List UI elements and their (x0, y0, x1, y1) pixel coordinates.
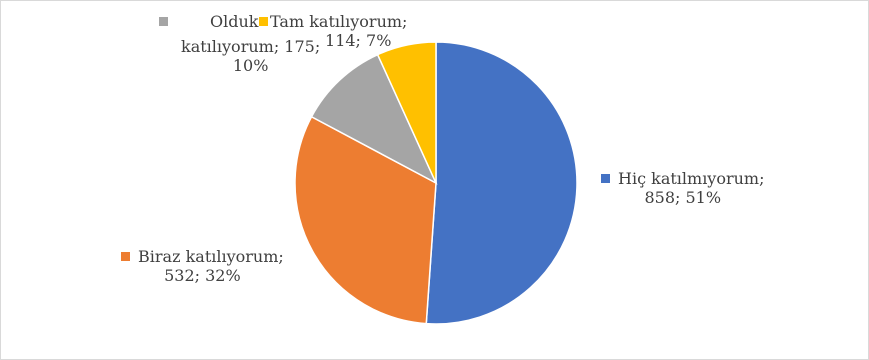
swatch-olduk-katiliyorum (159, 17, 168, 26)
label-hic-line2: 858; 51% (644, 188, 722, 207)
swatch-tam-katiliyorum (259, 17, 268, 26)
pie-slice-biraz-katiliyorum (294, 115, 437, 325)
label-biraz-line1: Biraz katılıyorum; (138, 247, 284, 266)
pie-slice-hic-katilmiyorum (425, 41, 578, 325)
data-label-olduk-line2-wrap: katılıyorum; 175; 10% (181, 37, 320, 75)
data-label-biraz-katiliyorum: Biraz katılıyorum; 532; 32% (121, 247, 284, 285)
label-tam-line1: Tam katılıyorum; (270, 12, 408, 31)
pie-slice-olduk-katiliyorum (310, 53, 438, 185)
swatch-biraz-katiliyorum (121, 252, 130, 261)
label-olduk-line2: katılıyorum; 175; (181, 37, 321, 56)
label-olduk-line3: 10% (232, 56, 269, 75)
pie-slice-tam-katiliyorum (376, 41, 437, 184)
label-olduk-line1: Olduk (210, 12, 259, 31)
label-hic-line1: Hiç katılmıyorum; (618, 169, 765, 188)
label-tam-line2: 114; 7% (325, 31, 392, 50)
data-label-tam-katiliyorum: Tam katılıyorum; 114; 7% (259, 12, 407, 50)
label-biraz-line2: 532; 32% (164, 266, 241, 285)
data-label-olduk-katiliyorum: Olduk (159, 12, 258, 31)
swatch-hic-katilmiyorum (601, 174, 610, 183)
data-label-hic-katilmiyorum: Hiç katılmıyorum; 858; 51% (601, 169, 765, 207)
